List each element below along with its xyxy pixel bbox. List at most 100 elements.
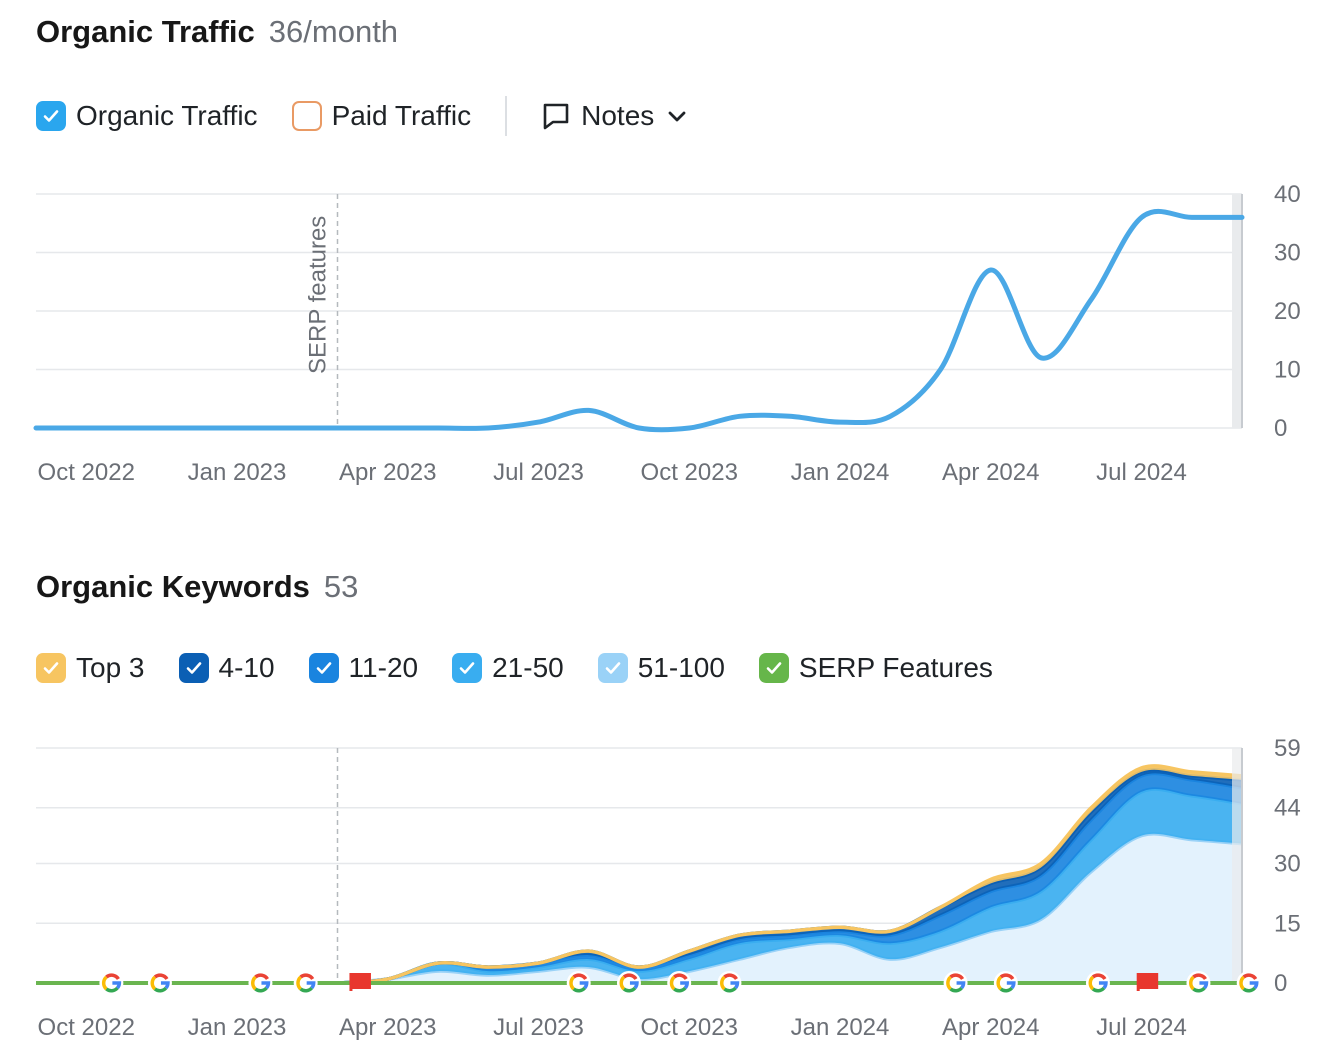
keywords-x-tick: Jul 2024 <box>1096 1014 1187 1041</box>
traffic-y-tick: 40 <box>1274 181 1301 208</box>
keyword-legend-checkbox[interactable] <box>308 653 339 683</box>
keyword-legend-label: SERP Features <box>798 652 993 683</box>
check-icon <box>43 662 59 674</box>
keyword-legend-item[interactable]: 51-100 <box>597 652 725 684</box>
google-icon-red <box>299 973 315 981</box>
flag-icon[interactable] <box>1136 973 1159 991</box>
traffic-y-tick: 20 <box>1274 298 1301 325</box>
google-icon[interactable] <box>717 971 742 995</box>
traffic-x-tick: Oct 2023 <box>641 459 738 486</box>
google-icon-yellow <box>296 975 302 991</box>
traffic-x-tick: Jul 2023 <box>493 459 584 486</box>
traffic-x-tick: Apr 2023 <box>339 459 436 486</box>
keywords-y-tick: 15 <box>1274 910 1301 937</box>
google-icon-green <box>999 986 1014 993</box>
legend-divider <box>505 96 508 136</box>
google-icon-blue <box>956 981 966 990</box>
keywords-x-tick: Oct 2023 <box>641 1014 738 1041</box>
check-icon <box>605 662 621 674</box>
google-icon[interactable] <box>616 971 641 995</box>
check-icon <box>186 662 201 674</box>
google-icon-blue <box>680 981 690 990</box>
organic-traffic-chart: 0 10 20 30 40 SERP features Oct 2022 Jan 2023 Ap… <box>33 181 1301 486</box>
google-icon-green <box>673 986 687 993</box>
traffic-x-tick: Jan 2023 <box>188 459 287 486</box>
google-icon-green <box>622 986 637 993</box>
organic-traffic-heading: Organic Traffic <box>36 14 255 49</box>
check-icon <box>43 110 59 122</box>
chevron-down-icon <box>668 111 686 122</box>
comment-icon <box>543 103 569 130</box>
keyword-legend-item[interactable]: 21-50 <box>452 652 564 684</box>
keywords-x-tick: Apr 2024 <box>942 1014 1039 1041</box>
google-icon-green <box>1091 986 1106 993</box>
google-icon-green <box>1242 986 1257 993</box>
google-icon-blue <box>261 981 271 990</box>
google-icon[interactable] <box>667 971 692 995</box>
keywords-legend: Top 3 4-10 11-20 21-50 51-100 SERP Features <box>36 652 1027 684</box>
organic-traffic-title: Organic Traffic 36/month <box>36 14 398 50</box>
keyword-legend-item[interactable]: Top 3 <box>36 652 145 684</box>
google-icon-blue <box>579 981 589 990</box>
keywords-band-11-20 <box>36 773 1242 984</box>
traffic-x-tick: Jul 2024 <box>1096 459 1187 486</box>
keyword-legend-item[interactable]: 11-20 <box>308 652 418 684</box>
keyword-legend-checkbox[interactable] <box>597 653 628 683</box>
keyword-legend-label: 51-100 <box>637 652 725 683</box>
google-icon[interactable] <box>147 971 172 995</box>
google-icon-yellow <box>101 975 108 991</box>
paid-traffic-label: Paid Traffic <box>331 100 472 131</box>
google-icon-green <box>1192 986 1206 993</box>
google-icon[interactable] <box>248 971 273 995</box>
keyword-legend-checkbox[interactable] <box>178 653 209 683</box>
flag-icon-body <box>1138 973 1159 989</box>
keyword-legend-checkbox[interactable] <box>36 653 66 683</box>
paid-traffic-checkbox[interactable] <box>291 101 322 131</box>
keyword-legend-item[interactable]: SERP Features <box>758 652 993 684</box>
google-icon-yellow <box>996 975 1003 991</box>
traffic-legend: Organic Traffic Paid Traffic Notes <box>36 96 688 136</box>
google-icon[interactable] <box>99 971 124 995</box>
google-icon[interactable] <box>993 971 1018 995</box>
notes-dropdown[interactable]: Notes <box>541 100 688 132</box>
organic-traffic-toggle[interactable]: Organic Traffic <box>36 100 258 132</box>
organic-keywords-title: Organic Keywords 53 <box>36 569 358 605</box>
keyword-legend-checkbox[interactable] <box>758 653 789 683</box>
google-icon-blue <box>1098 981 1108 990</box>
organic-keywords-heading: Organic Keywords <box>36 569 310 604</box>
traffic-x-tick: Jan 2024 <box>791 459 890 486</box>
keyword-legend-checkbox[interactable] <box>452 653 483 683</box>
traffic-current-period <box>1232 194 1242 428</box>
google-icon-green <box>723 986 737 993</box>
organic-keywords-value: 53 <box>323 569 359 604</box>
google-icon[interactable] <box>1085 971 1110 995</box>
google-icon-red <box>949 973 965 981</box>
google-icon[interactable] <box>1186 971 1211 995</box>
google-icon[interactable] <box>293 971 318 995</box>
check-icon <box>459 662 475 674</box>
keywords-y-tick: 30 <box>1274 851 1301 878</box>
keywords-y-tick: 59 <box>1274 735 1301 762</box>
serp-features-annotation: SERP features <box>305 216 332 374</box>
keyword-legend-item[interactable]: 4-10 <box>178 652 275 684</box>
google-icon-red <box>1091 973 1107 981</box>
google-icon-green <box>254 986 268 993</box>
google-icon-red <box>572 973 588 981</box>
flag-icon[interactable] <box>349 973 371 991</box>
keyword-legend-label: Top 3 <box>76 652 145 683</box>
google-icon[interactable] <box>566 971 591 995</box>
google-icon-red <box>1242 973 1258 981</box>
keywords-band-21-50 <box>36 789 1242 984</box>
google-icon[interactable] <box>943 971 968 995</box>
paid-traffic-toggle[interactable]: Paid Traffic <box>291 100 472 132</box>
keywords-x-tick: Jan 2023 <box>188 1014 287 1041</box>
google-icon-green <box>105 986 119 993</box>
traffic-x-tick: Apr 2024 <box>942 459 1039 486</box>
google-icon-blue <box>629 981 639 990</box>
flag-icon-body <box>350 973 371 989</box>
google-icon[interactable] <box>1236 971 1261 995</box>
organic-traffic-checkbox[interactable] <box>36 101 66 131</box>
google-icon-blue <box>160 981 170 990</box>
google-icon-green <box>572 986 587 993</box>
google-icon-red <box>254 973 269 981</box>
